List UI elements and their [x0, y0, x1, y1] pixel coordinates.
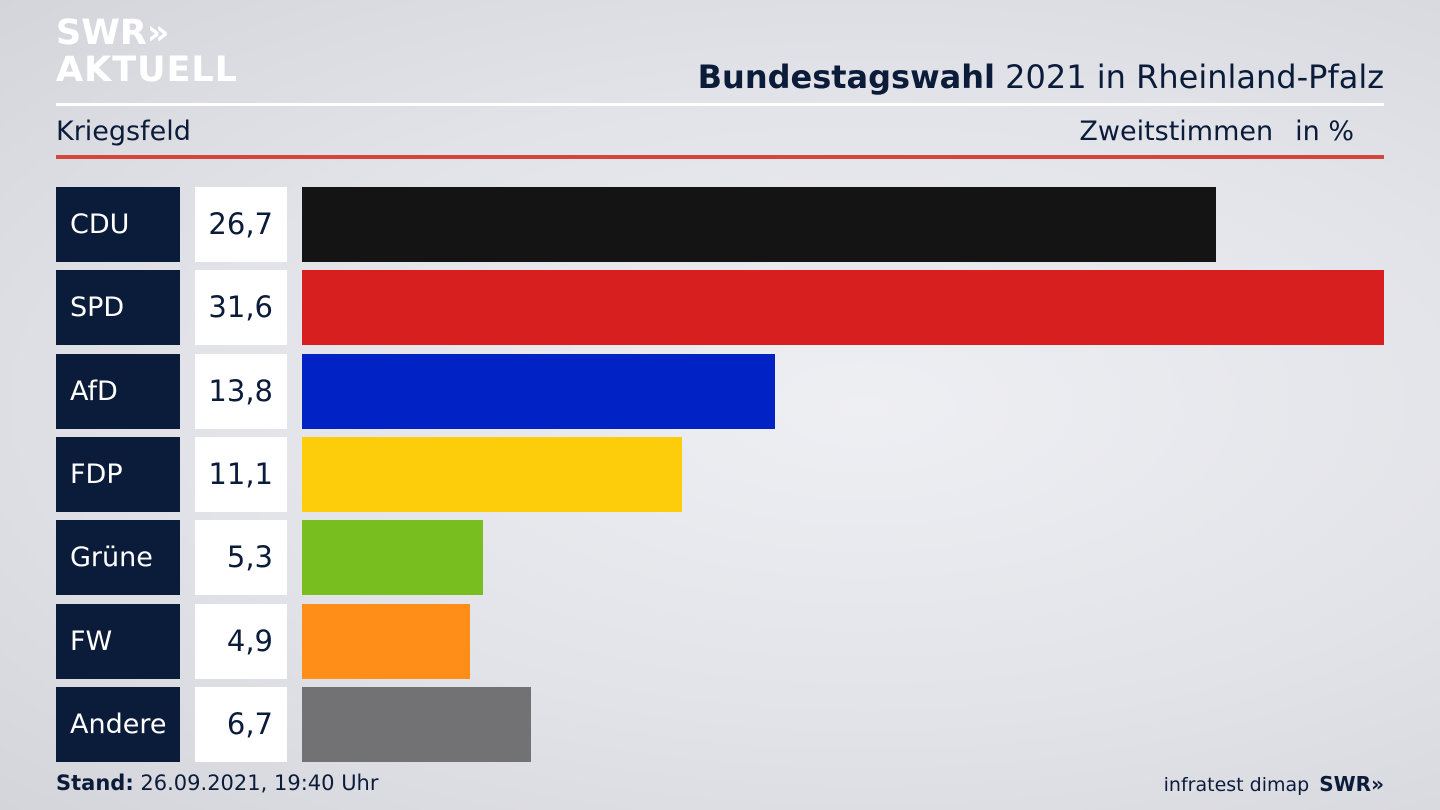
bar-row-afd: AfD 13,8 — [0, 353, 1440, 429]
bar-fdp — [302, 436, 682, 512]
bar-cdu — [302, 187, 1216, 262]
value-label: 5,3 — [195, 520, 287, 596]
party-label: AfD — [56, 353, 180, 429]
swr-aktuell-logo: SWR» AKTUELL — [56, 16, 238, 88]
timestamp: Stand: 26.09.2021, 19:40 Uhr — [56, 771, 379, 795]
party-label: CDU — [56, 187, 180, 262]
bar-row-spd: SPD 31,6 — [0, 270, 1440, 346]
swr-brand-logo: SWR» — [1319, 772, 1384, 796]
bar-spd — [302, 270, 1384, 346]
chart-title: Bundestagswahl 2021 in Rheinland-Pfalz — [698, 58, 1384, 96]
value-label: 13,8 — [195, 353, 287, 429]
party-label: FDP — [56, 436, 180, 512]
party-label: FW — [56, 603, 180, 679]
region-name: Kriegsfeld — [56, 116, 191, 147]
stand-value: 26.09.2021, 19:40 Uhr — [140, 771, 379, 795]
bar-grüne — [302, 520, 483, 596]
bar-andere — [302, 686, 531, 762]
bar-row-fdp: FDP 11,1 — [0, 436, 1440, 512]
value-label: 31,6 — [195, 270, 287, 346]
title-rest: 2021 in Rheinland-Pfalz — [1005, 58, 1384, 96]
bar-row-grüne: Grüne 5,3 — [0, 520, 1440, 596]
source-credit: infratest dimap SWR» — [1164, 772, 1384, 796]
value-label: 6,7 — [195, 686, 287, 762]
party-label: Grüne — [56, 520, 180, 596]
party-label: Andere — [56, 686, 180, 762]
bar-row-cdu: CDU 26,7 — [0, 187, 1440, 262]
bar-row-fw: FW 4,9 — [0, 603, 1440, 679]
bar-afd — [302, 353, 775, 429]
value-label: 4,9 — [195, 603, 287, 679]
source-name: infratest dimap — [1163, 774, 1310, 796]
stand-label: Stand: — [56, 771, 134, 795]
accent-divider — [56, 155, 1384, 159]
logo-swr: SWR — [56, 13, 147, 53]
measure-name: Zweitstimmen — [1079, 116, 1274, 147]
logo-chevron-icon: » — [146, 13, 170, 53]
value-label: 26,7 — [195, 187, 287, 262]
measure-label: Zweitstimmen in % — [1079, 116, 1354, 147]
header-divider — [56, 103, 1384, 106]
title-bold: Bundestagswahl — [697, 58, 995, 96]
party-label: SPD — [56, 270, 180, 346]
measure-unit: in % — [1295, 116, 1354, 147]
value-label: 11,1 — [195, 436, 287, 512]
bar-fw — [302, 603, 470, 679]
logo-aktuell: AKTUELL — [56, 50, 239, 90]
bar-row-andere: Andere 6,7 — [0, 686, 1440, 762]
